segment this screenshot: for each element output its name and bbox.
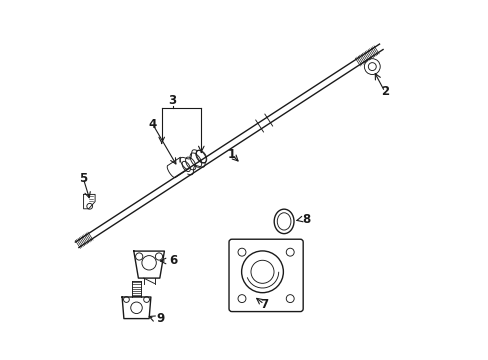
Text: 6: 6	[168, 255, 177, 267]
Text: 8: 8	[302, 213, 310, 226]
Text: 7: 7	[260, 298, 268, 311]
Text: 3: 3	[168, 94, 176, 107]
Text: 4: 4	[148, 118, 157, 131]
Text: 2: 2	[380, 85, 388, 98]
Text: 9: 9	[156, 312, 164, 325]
Text: 1: 1	[227, 148, 236, 161]
Text: 5: 5	[79, 172, 87, 185]
